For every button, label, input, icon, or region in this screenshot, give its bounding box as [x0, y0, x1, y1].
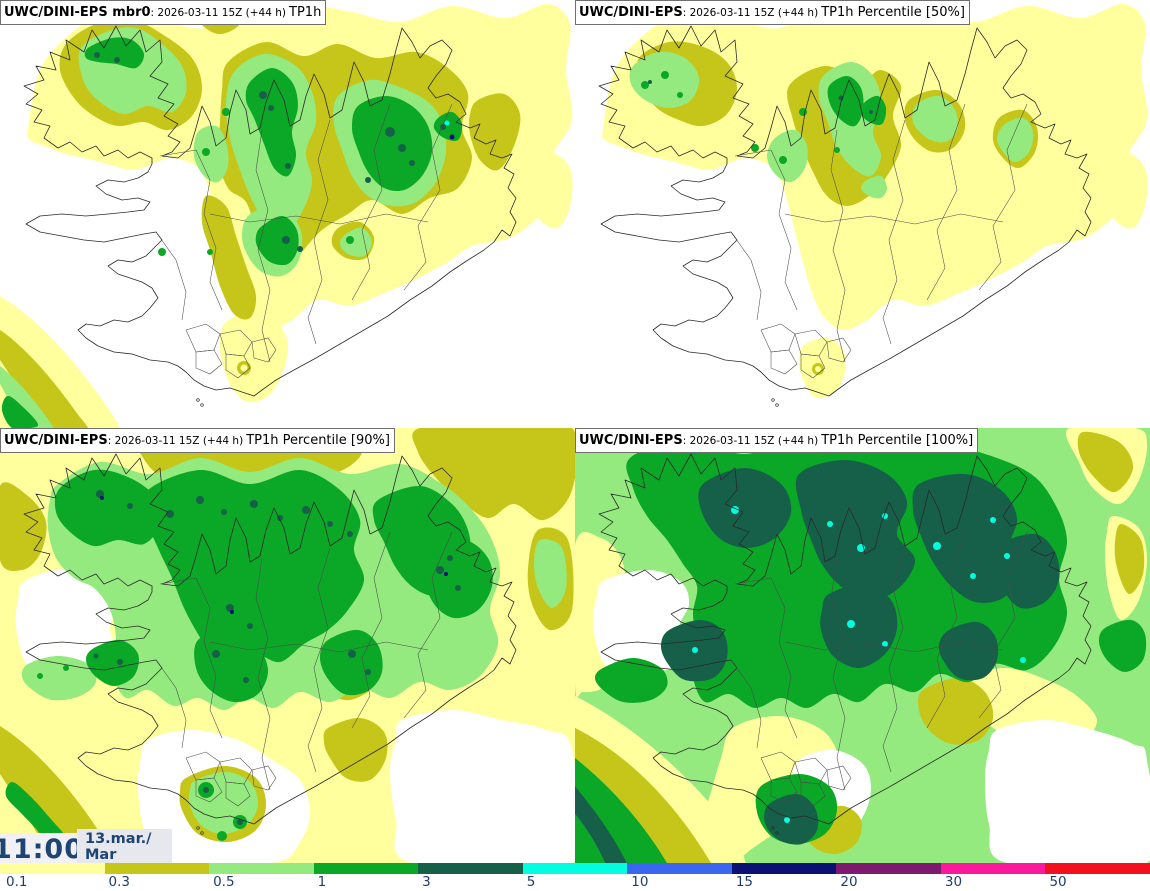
colorbar-label: 20 — [840, 874, 858, 890]
colorbar-label: 1 — [317, 874, 327, 890]
colorbar-segment-10 — [627, 863, 732, 874]
colorbar-segment-30 — [940, 863, 1046, 874]
map-canvas — [575, 0, 1150, 428]
panel-title-p90: UWC/DINI-EPS: 2026-03-11 15Z (+44 h) TP1h… — [0, 428, 395, 453]
field-name: TP1h Percentile [100%] — [821, 433, 974, 448]
colorbar-segment-15 — [731, 863, 837, 874]
colorbar-segment-0.3 — [104, 863, 210, 874]
colorbar-label: 0.1 — [6, 874, 28, 890]
model-name: UWC/DINI-EPS — [579, 433, 683, 448]
map-canvas — [0, 428, 575, 863]
colorbar-label: 10 — [631, 874, 649, 890]
colorbar-segment-20 — [836, 863, 941, 874]
valid-date-line: 13.mar./ Mar — [85, 831, 152, 863]
colorbar — [0, 863, 1150, 874]
model-name: UWC/DINI-EPS — [4, 433, 108, 448]
panel-mbr0: UWC/DINI-EPS mbr0: 2026-03-11 15Z (+44 h… — [0, 0, 575, 428]
field-name: TP1h — [289, 5, 322, 20]
panel-title-p100: UWC/DINI-EPS: 2026-03-11 15Z (+44 h) TP1h… — [575, 428, 979, 453]
colorbar-label: 15 — [735, 874, 753, 890]
valid-date: 13.mar./ Mar Fös./ Fri — [77, 829, 172, 879]
colorbar-segment-3 — [418, 863, 523, 874]
run-time: : 2026-03-11 15Z (+44 h) — [150, 7, 287, 19]
colorbar-labels: 0.1 0.3 0.5 1 3 5 10 15 20 30 50 — [0, 874, 1150, 891]
panel-title-p50: UWC/DINI-EPS: 2026-03-11 15Z (+44 h) TP1h… — [575, 0, 970, 25]
colorbar-label: 50 — [1049, 874, 1067, 890]
panel-title-mbr0: UWC/DINI-EPS mbr0: 2026-03-11 15Z (+44 h… — [0, 0, 327, 25]
model-name: UWC/DINI-EPS mbr0 — [4, 5, 151, 20]
colorbar-segment-1 — [313, 863, 419, 874]
colorbar-label: 5 — [526, 874, 536, 890]
panel-percentile-90: UWC/DINI-EPS: 2026-03-11 15Z (+44 h) TP1h… — [0, 428, 575, 863]
colorbar-segment-0.1 — [0, 863, 105, 874]
field-name: TP1h Percentile [50%] — [821, 5, 965, 20]
colorbar-segment-5 — [522, 863, 628, 874]
colorbar-label: 30 — [944, 874, 963, 890]
panel-percentile-100: UWC/DINI-EPS: 2026-03-11 15Z (+44 h) TP1h… — [575, 428, 1150, 863]
run-time: : 2026-03-11 15Z (+44 h) — [682, 435, 819, 447]
field-name: TP1h Percentile [90%] — [246, 433, 390, 448]
map-canvas — [575, 428, 1150, 863]
colorbar-segment-50 — [1045, 863, 1150, 874]
valid-time-display: 11:00 13.mar./ Mar Fös./ Fri — [0, 829, 172, 879]
run-time: : 2026-03-11 15Z (+44 h) — [682, 7, 819, 19]
panel-percentile-50: UWC/DINI-EPS: 2026-03-11 15Z (+44 h) TP1h… — [575, 0, 1150, 428]
model-name: UWC/DINI-EPS — [579, 5, 683, 20]
colorbar-label: 3 — [422, 874, 431, 890]
colorbar-segment-0.5 — [209, 863, 314, 874]
colorbar-label: 0.5 — [213, 874, 235, 890]
map-canvas — [0, 0, 575, 428]
colorbar-label: 0.3 — [108, 874, 131, 890]
valid-time: 11:00 — [0, 833, 84, 866]
run-time: : 2026-03-11 15Z (+44 h) — [107, 435, 244, 447]
